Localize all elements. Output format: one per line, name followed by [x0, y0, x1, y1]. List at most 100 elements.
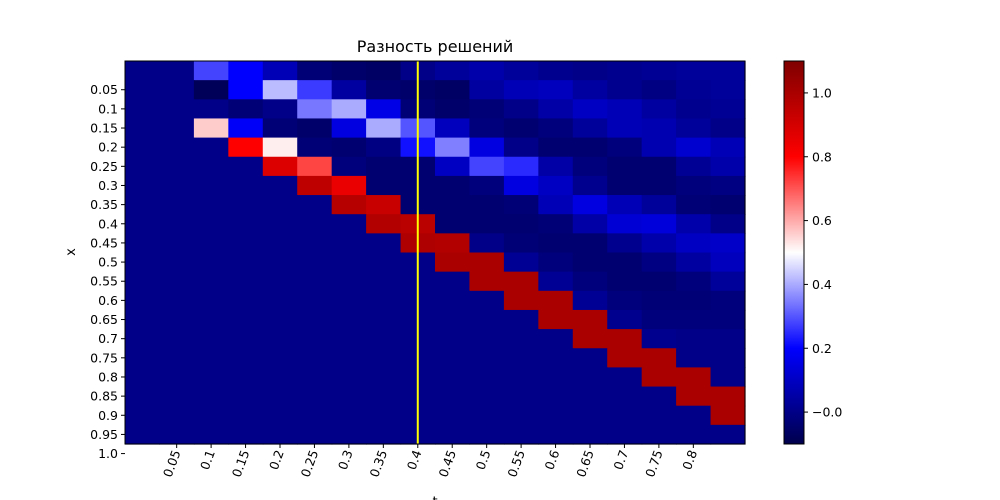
- heatmap-cell: [641, 386, 677, 407]
- heatmap-cell: [193, 175, 229, 196]
- heatmap-cell: [710, 80, 746, 100]
- y-tick-label: 0.75: [90, 350, 118, 365]
- y-tick-label: 0.3: [98, 178, 118, 193]
- heatmap-cell: [366, 290, 402, 311]
- heatmap-cell: [503, 99, 539, 120]
- heatmap-cell: [262, 61, 298, 81]
- heatmap-cell: [641, 271, 677, 292]
- heatmap-cell: [469, 118, 505, 139]
- heatmap-cell: [366, 252, 402, 273]
- heatmap-cell: [125, 386, 161, 407]
- heatmap-cell: [262, 309, 298, 330]
- heatmap-cell: [435, 290, 471, 311]
- heatmap-cell: [676, 252, 712, 273]
- y-tick-label: 1.0: [98, 446, 118, 461]
- heatmap-cell: [572, 309, 608, 330]
- heatmap-cell: [469, 290, 505, 311]
- heatmap-cell: [469, 233, 505, 254]
- heatmap-cell: [538, 271, 574, 292]
- heatmap-cell: [503, 80, 539, 100]
- heatmap-cell: [710, 348, 746, 368]
- heatmap-cell: [676, 348, 712, 368]
- heatmap-cell: [469, 214, 505, 234]
- heatmap-cell: [331, 195, 367, 215]
- heatmap-cell: [710, 118, 746, 139]
- heatmap-cell: [193, 99, 229, 120]
- heatmap-cell: [469, 99, 505, 120]
- heatmap-cell: [159, 405, 195, 426]
- heatmap-cell: [676, 329, 712, 349]
- heatmap-cell: [435, 252, 471, 273]
- x-tick-label: 0.2: [266, 448, 287, 472]
- heatmap-cell: [366, 80, 402, 100]
- heatmap-cell: [435, 156, 471, 177]
- heatmap-cell: [503, 309, 539, 330]
- heatmap-cell: [435, 214, 471, 234]
- heatmap-cell: [262, 195, 298, 215]
- heatmap-cell: [228, 405, 264, 426]
- heatmap-cell: [366, 424, 402, 445]
- heatmap-cell: [297, 214, 333, 234]
- heatmap-cell: [159, 252, 195, 273]
- heatmap-cell: [676, 386, 712, 407]
- heatmap-cell: [572, 156, 608, 177]
- heatmap-cell: [435, 405, 471, 426]
- heatmap-cell: [641, 290, 677, 311]
- heatmap-cell: [607, 233, 643, 254]
- heatmap-cell: [572, 99, 608, 120]
- heatmap-cell: [193, 405, 229, 426]
- x-tick-label: 0.4: [404, 448, 425, 472]
- heatmap-cell: [228, 195, 264, 215]
- heatmap-cell: [366, 329, 402, 349]
- heatmap-cell: [503, 156, 539, 177]
- heatmap-cell: [435, 271, 471, 292]
- heatmap-cell: [572, 118, 608, 139]
- heatmap-cell: [435, 118, 471, 139]
- heatmap-cell: [159, 329, 195, 349]
- heatmap-cell: [503, 329, 539, 349]
- colorbar-tick-label: −0.0: [812, 405, 842, 420]
- heatmap-cell: [262, 367, 298, 388]
- heatmap-cell: [503, 118, 539, 139]
- heatmap-cell: [676, 80, 712, 100]
- x-tick-label: 0.15: [229, 448, 253, 479]
- heatmap-cell: [366, 99, 402, 120]
- heatmap-cell: [159, 290, 195, 311]
- heatmap-cell: [607, 214, 643, 234]
- x-tick-label: 0.3: [335, 448, 356, 472]
- heatmap-cell: [366, 271, 402, 292]
- heatmap-cell: [607, 271, 643, 292]
- heatmap-cell: [607, 424, 643, 445]
- heatmap-cell: [538, 329, 574, 349]
- heatmap-cell: [228, 214, 264, 234]
- heatmap-cell: [572, 348, 608, 368]
- heatmap-cell: [469, 252, 505, 273]
- heatmap-cell: [125, 329, 161, 349]
- heatmap-cell: [331, 309, 367, 330]
- heatmap-cell: [193, 424, 229, 445]
- heatmap-cell: [159, 99, 195, 120]
- heatmap-cell: [159, 195, 195, 215]
- heatmap-cell: [538, 118, 574, 139]
- heatmap-cell: [297, 329, 333, 349]
- heatmap-cell: [469, 309, 505, 330]
- heatmap-cell: [503, 424, 539, 445]
- heatmap-cell: [538, 80, 574, 100]
- heatmap-cell: [572, 290, 608, 311]
- heatmap-cell: [262, 80, 298, 100]
- heatmap-cell: [331, 99, 367, 120]
- heatmap-cell: [125, 214, 161, 234]
- y-tick-label: 0.1: [98, 101, 118, 116]
- y-tick-label: 0.8: [98, 369, 118, 384]
- x-tick-label: 0.35: [367, 448, 391, 479]
- heatmap-cell: [710, 61, 746, 81]
- chart-title: Разность решений: [357, 37, 514, 56]
- heatmap-cell: [572, 329, 608, 349]
- y-tick-label: 0.35: [90, 197, 118, 212]
- heatmap-cell: [538, 137, 574, 158]
- heatmap-cell: [331, 424, 367, 445]
- heatmap-cell: [641, 367, 677, 388]
- y-tick-label: 0.2: [98, 140, 118, 155]
- heatmap-cell: [641, 348, 677, 368]
